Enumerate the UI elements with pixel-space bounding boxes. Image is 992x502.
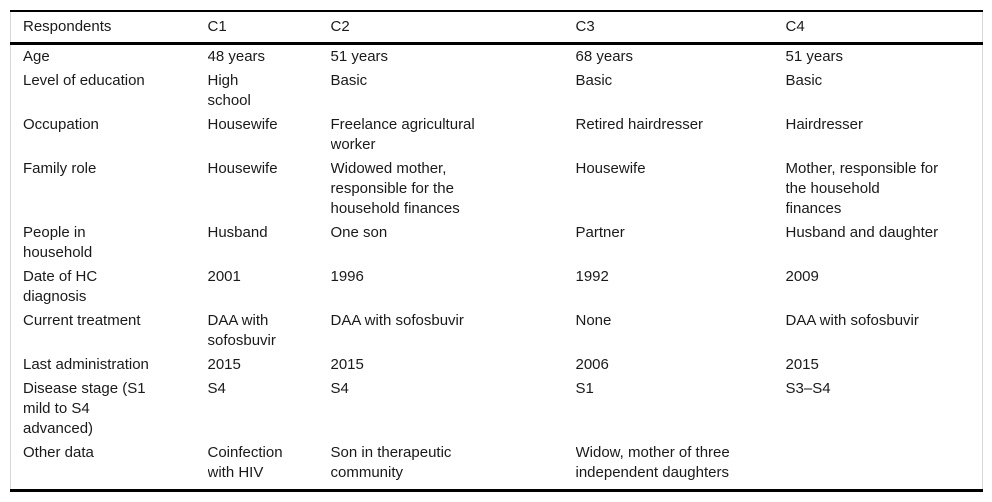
table-cell: Widowed mother, responsible for the hous…	[330, 160, 460, 217]
row-label: Date of HC diagnosis	[23, 268, 98, 305]
table-row-other-data: Other data Coinfection with HIV Son in t…	[11, 441, 983, 491]
row-label: Level of education	[23, 72, 145, 89]
row-label: Family role	[23, 160, 97, 177]
row-label: Disease stage (S1 mild to S4 advanced)	[23, 380, 146, 437]
table-row-last-administration: Last administration 2015 2015 2006 2015	[11, 353, 983, 377]
table-cell: Husband and daughter	[785, 224, 939, 241]
table-cell: DAA with sofosbuvir	[207, 312, 276, 349]
table-cell: 1996	[330, 268, 364, 285]
column-header-c4: C4	[785, 18, 805, 35]
table-row-occupation: Occupation Housewife Freelance agricultu…	[11, 113, 983, 157]
table-row-disease-stage: Disease stage (S1 mild to S4 advanced) S…	[11, 377, 983, 441]
table-row-household: People in household Husband One son Part…	[11, 221, 983, 265]
table-cell: 2001	[207, 268, 241, 285]
row-label: People in household	[23, 224, 93, 261]
table-cell: Housewife	[575, 160, 646, 177]
column-header-c1: C1	[207, 18, 227, 35]
row-label: Occupation	[23, 116, 99, 133]
table-cell: 2006	[575, 356, 609, 373]
column-header-c2: C2	[330, 18, 350, 35]
table-cell: S4	[207, 380, 226, 397]
table-cell: Basic	[785, 72, 823, 89]
column-header-respondents: Respondents	[23, 18, 112, 35]
table-cell: Mother, responsible for the household fi…	[785, 160, 939, 217]
row-label: Age	[23, 48, 50, 65]
row-label: Current treatment	[23, 312, 141, 329]
table-cell: 48 years	[207, 48, 266, 65]
table-cell: None	[575, 312, 612, 329]
table-cell: Retired hairdresser	[575, 116, 704, 133]
table-cell: DAA with sofosbuvir	[785, 312, 919, 329]
table-cell: One son	[330, 224, 388, 241]
table-cell: 2009	[785, 268, 819, 285]
table-row-family-role: Family role Housewife Widowed mother, re…	[11, 157, 983, 221]
table-row-age: Age 48 years 51 years 68 years 51 years	[11, 44, 983, 70]
table-cell: 2015	[207, 356, 241, 373]
table-cell: S4	[330, 380, 349, 397]
table-cell: 68 years	[575, 48, 634, 65]
table-cell: Partner	[575, 224, 625, 241]
table-cell: Basic	[330, 72, 368, 89]
table-cell: Housewife	[207, 160, 278, 177]
respondents-table: Respondents C1 C2 C3 C4 Age 48 years 51 …	[10, 10, 983, 492]
table-cell: Hairdresser	[785, 116, 864, 133]
table-cell: S3–S4	[785, 380, 831, 397]
table-cell: Son in therapeutic community	[330, 444, 452, 481]
table-cell: Housewife	[207, 116, 278, 133]
header-row: Respondents C1 C2 C3 C4	[10, 11, 983, 44]
table-row-education: Level of education High school Basic Bas…	[11, 69, 983, 113]
table-row-current-treatment: Current treatment DAA with sofosbuvir DA…	[11, 309, 983, 353]
table-cell: Husband	[207, 224, 268, 241]
table-row-diagnosis-date: Date of HC diagnosis 2001 1996 1992 2009	[11, 265, 983, 309]
table-cell: Widow, mother of three independent daugh…	[575, 444, 730, 481]
table-cell: 2015	[785, 356, 819, 373]
table-cell: Basic	[575, 72, 613, 89]
row-label: Last administration	[23, 356, 149, 373]
table-cell	[786, 441, 983, 491]
column-header-c3: C3	[575, 18, 595, 35]
table-cell: High school	[207, 72, 251, 109]
table-cell: S1	[575, 380, 594, 397]
table-cell: 51 years	[330, 48, 389, 65]
table-cell: Freelance agricultural worker	[330, 116, 475, 153]
table-cell: 51 years	[785, 48, 844, 65]
table-cell: Coinfection with HIV	[207, 444, 283, 481]
table-cell: 2015	[330, 356, 364, 373]
table-cell: DAA with sofosbuvir	[330, 312, 464, 329]
table-cell: 1992	[575, 268, 609, 285]
row-label: Other data	[23, 444, 94, 461]
